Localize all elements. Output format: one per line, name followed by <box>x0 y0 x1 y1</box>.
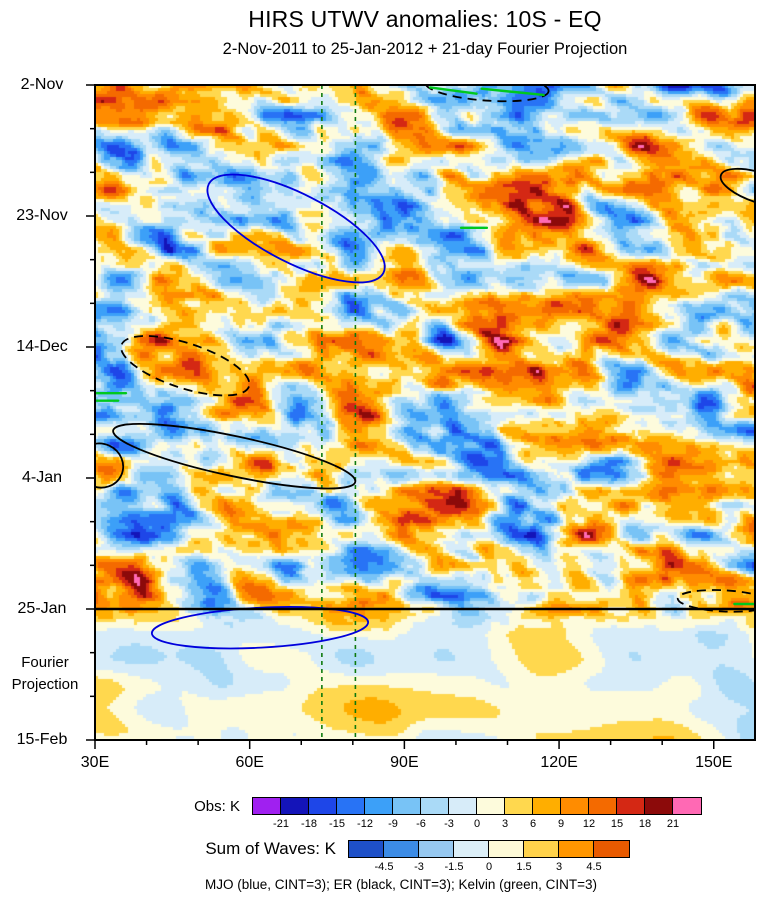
colorbar-tick-label: -4.5 <box>374 861 394 873</box>
fourier-projection-label-line1: Fourier <box>21 654 69 671</box>
colorbar-tick-label: -3 <box>414 861 424 873</box>
x-tick-label: 120E <box>540 754 578 771</box>
colorbar-tick-label: -1.5 <box>444 861 464 873</box>
colorbar-cell <box>524 841 559 857</box>
colorbar-cell <box>617 798 645 814</box>
colorbar-cell <box>589 798 617 814</box>
colorbar-tick-label: 3 <box>555 861 563 873</box>
colorbar-cell <box>337 798 365 814</box>
y-tick-label: 23-Nov <box>16 207 68 224</box>
colorbar-tick-label: 15 <box>610 818 624 830</box>
chart-subtitle: 2-Nov-2011 to 25-Jan-2012 + 21-day Fouri… <box>222 40 628 58</box>
colorbar-cell <box>281 798 309 814</box>
colorbar-cell <box>449 798 477 814</box>
colorbar-cell <box>253 798 281 814</box>
colorbar-cell <box>393 798 421 814</box>
colorbar-tick-label: 3 <box>501 818 509 830</box>
colorbar-cell <box>477 798 505 814</box>
colorbar-cell <box>594 841 629 857</box>
y-tick-label: 14-Dec <box>16 338 68 355</box>
colorbar-tick-label: 6 <box>529 818 537 830</box>
colorbar-tick-label: -21 <box>273 818 289 830</box>
colorbar-tick-label: 0 <box>473 818 481 830</box>
waves-colorbar-label: Sum of Waves: K <box>205 839 336 858</box>
x-tick-label: 150E <box>695 754 733 771</box>
waves-colorbar <box>348 840 630 858</box>
x-tick-label: 90E <box>390 754 419 771</box>
colorbar-tick-label: 1.5 <box>516 861 532 873</box>
chart-title: HIRS UTWV anomalies: 10S - EQ <box>248 6 602 32</box>
heatmap-canvas <box>95 85 755 740</box>
fourier-projection-label-line2: Projection <box>11 676 79 693</box>
obs-colorbar <box>252 797 702 815</box>
colorbar-cell <box>673 798 701 814</box>
y-tick-label: 4-Jan <box>21 469 63 486</box>
y-tick-label: 15-Feb <box>16 731 68 748</box>
colorbar-tick-label: -18 <box>301 818 317 830</box>
colorbar-cell <box>454 841 489 857</box>
y-tick-label: 2-Nov <box>20 76 64 93</box>
colorbar-tick-label: -15 <box>329 818 345 830</box>
colorbar-tick-label: -12 <box>357 818 373 830</box>
colorbar-tick-label: -9 <box>388 818 398 830</box>
colorbar-cell <box>559 841 594 857</box>
y-tick-label: 25-Jan <box>17 600 67 617</box>
colorbar-tick-label: -6 <box>416 818 426 830</box>
colorbar-cell <box>489 841 524 857</box>
colorbar-cell <box>349 841 384 857</box>
colorbar-tick-label: 12 <box>582 818 596 830</box>
fourier-projection-label: Fourier Projection <box>2 652 88 696</box>
colorbar-cell <box>645 798 673 814</box>
colorbar-cell <box>384 841 419 857</box>
x-tick-label: 30E <box>80 754 110 771</box>
colorbar-cell <box>421 798 449 814</box>
colorbar-cell <box>309 798 337 814</box>
legend-footnote: MJO (blue, CINT=3); ER (black, CINT=3); … <box>205 877 597 892</box>
colorbar-tick-label: -3 <box>444 818 454 830</box>
obs-colorbar-label: Obs: K <box>194 798 240 815</box>
colorbar-cell <box>561 798 589 814</box>
colorbar-tick-label: 21 <box>666 818 680 830</box>
colorbar-cell <box>419 841 454 857</box>
colorbar-cell <box>505 798 533 814</box>
colorbar-tick-label: 4.5 <box>586 861 602 873</box>
colorbar-tick-label: 0 <box>485 861 493 873</box>
colorbar-cell <box>365 798 393 814</box>
x-tick-label: 60E <box>235 754 264 771</box>
colorbar-tick-label: 9 <box>557 818 565 830</box>
colorbar-cell <box>533 798 561 814</box>
colorbar-tick-label: 18 <box>638 818 652 830</box>
